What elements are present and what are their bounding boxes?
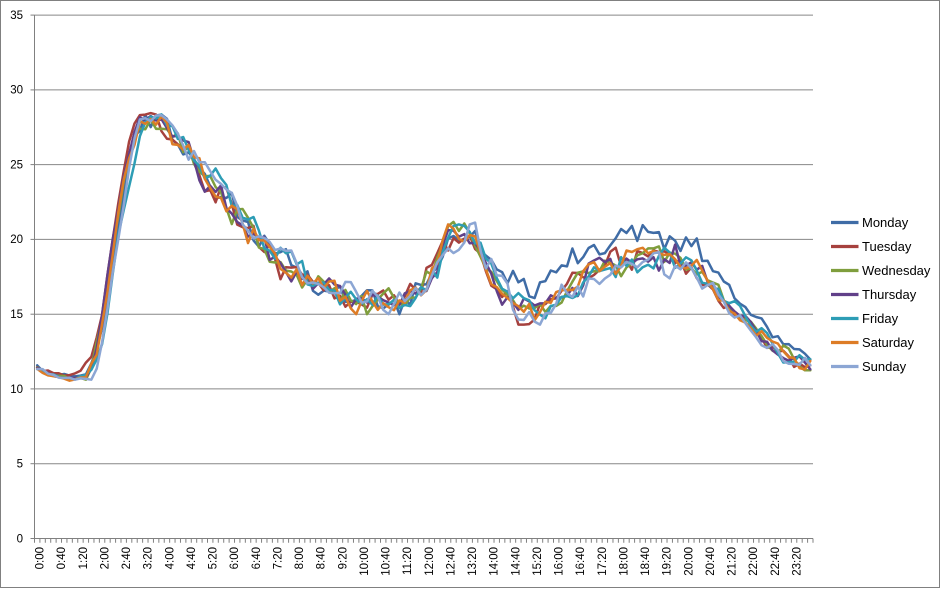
svg-text:18:00: 18:00: [618, 547, 630, 576]
svg-text:5: 5: [17, 459, 23, 471]
svg-text:Wednesday: Wednesday: [862, 263, 931, 278]
svg-text:15: 15: [10, 309, 23, 321]
svg-text:14:00: 14:00: [489, 547, 501, 576]
svg-text:17:20: 17:20: [597, 547, 609, 576]
svg-text:0:00: 0:00: [35, 547, 47, 569]
svg-text:19:20: 19:20: [662, 547, 674, 576]
svg-text:21:20: 21:20: [727, 547, 739, 576]
svg-text:6:00: 6:00: [229, 547, 241, 569]
svg-text:25: 25: [10, 159, 23, 171]
svg-text:14:40: 14:40: [510, 547, 522, 576]
svg-text:Tuesday: Tuesday: [862, 239, 912, 254]
svg-text:0: 0: [17, 533, 23, 545]
svg-text:12:00: 12:00: [424, 547, 436, 576]
svg-text:Thursday: Thursday: [862, 287, 917, 302]
svg-text:1:20: 1:20: [78, 547, 90, 569]
svg-text:8:00: 8:00: [294, 547, 306, 569]
svg-text:20:00: 20:00: [683, 547, 695, 576]
svg-text:Saturday: Saturday: [862, 335, 915, 350]
svg-text:20: 20: [10, 234, 23, 246]
svg-text:9:20: 9:20: [337, 547, 349, 569]
svg-text:18:40: 18:40: [640, 547, 652, 576]
svg-text:8:40: 8:40: [316, 547, 328, 569]
svg-text:7:20: 7:20: [272, 547, 284, 569]
svg-text:11:20: 11:20: [402, 547, 414, 575]
svg-text:10:00: 10:00: [359, 547, 371, 576]
svg-text:10:40: 10:40: [381, 547, 393, 576]
svg-text:6:40: 6:40: [251, 547, 263, 569]
svg-text:20:40: 20:40: [705, 547, 717, 576]
svg-text:5:20: 5:20: [208, 547, 220, 569]
svg-text:35: 35: [10, 10, 23, 22]
svg-text:22:40: 22:40: [770, 547, 782, 576]
svg-text:22:00: 22:00: [748, 547, 760, 576]
svg-text:3:20: 3:20: [143, 547, 155, 569]
svg-text:0:40: 0:40: [56, 547, 68, 569]
svg-text:30: 30: [10, 85, 23, 97]
svg-text:Sunday: Sunday: [862, 359, 907, 374]
svg-text:2:40: 2:40: [121, 547, 133, 569]
svg-text:2:00: 2:00: [99, 547, 111, 569]
svg-text:10: 10: [10, 384, 23, 396]
svg-text:15:20: 15:20: [532, 547, 544, 576]
svg-text:Monday: Monday: [862, 215, 909, 230]
svg-text:4:00: 4:00: [164, 547, 176, 569]
svg-text:23:20: 23:20: [791, 547, 803, 576]
svg-text:Friday: Friday: [862, 311, 899, 326]
svg-text:16:40: 16:40: [575, 547, 587, 576]
svg-text:13:20: 13:20: [467, 547, 479, 576]
svg-text:12:40: 12:40: [445, 547, 457, 576]
svg-text:16:00: 16:00: [554, 547, 566, 576]
svg-text:4:40: 4:40: [186, 547, 198, 569]
